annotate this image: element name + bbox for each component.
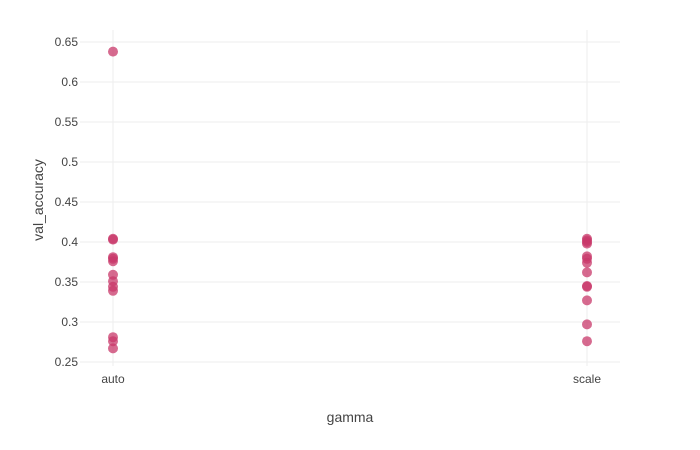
x-axis-ticks: auto scale: [101, 372, 601, 386]
data-point[interactable]: [582, 336, 592, 347]
y-tick-label: 0.3: [61, 315, 78, 329]
data-point[interactable]: [582, 238, 592, 249]
data-point[interactable]: [108, 256, 118, 267]
y-tick-label: 0.4: [61, 235, 78, 249]
y-tick-label: 0.5: [61, 155, 78, 169]
x-tick-label: scale: [573, 372, 601, 386]
data-point[interactable]: [582, 295, 592, 306]
data-point[interactable]: [582, 281, 592, 292]
data-point[interactable]: [108, 343, 118, 354]
y-tick-label: 0.6: [61, 75, 78, 89]
y-tick-label: 0.25: [55, 355, 79, 369]
y-tick-label: 0.45: [55, 195, 79, 209]
y-tick-label: 0.55: [55, 115, 79, 129]
y-axis-ticks: 0.25 0.3 0.35 0.4 0.45 0.5 0.55 0.6 0.65: [55, 35, 79, 369]
y-tick-label: 0.35: [55, 275, 79, 289]
grid-lines: [80, 30, 620, 366]
x-tick-label: auto: [101, 372, 125, 386]
y-axis-title: val_accuracy: [30, 159, 46, 241]
data-point[interactable]: [108, 285, 118, 296]
data-point[interactable]: [108, 234, 118, 245]
data-points: [108, 46, 592, 354]
data-point[interactable]: [582, 319, 592, 330]
data-point[interactable]: [582, 267, 592, 278]
y-tick-label: 0.65: [55, 35, 79, 49]
data-point[interactable]: [108, 336, 118, 347]
x-axis-title: gamma: [327, 409, 374, 425]
data-point[interactable]: [582, 257, 592, 268]
data-point[interactable]: [108, 46, 118, 57]
